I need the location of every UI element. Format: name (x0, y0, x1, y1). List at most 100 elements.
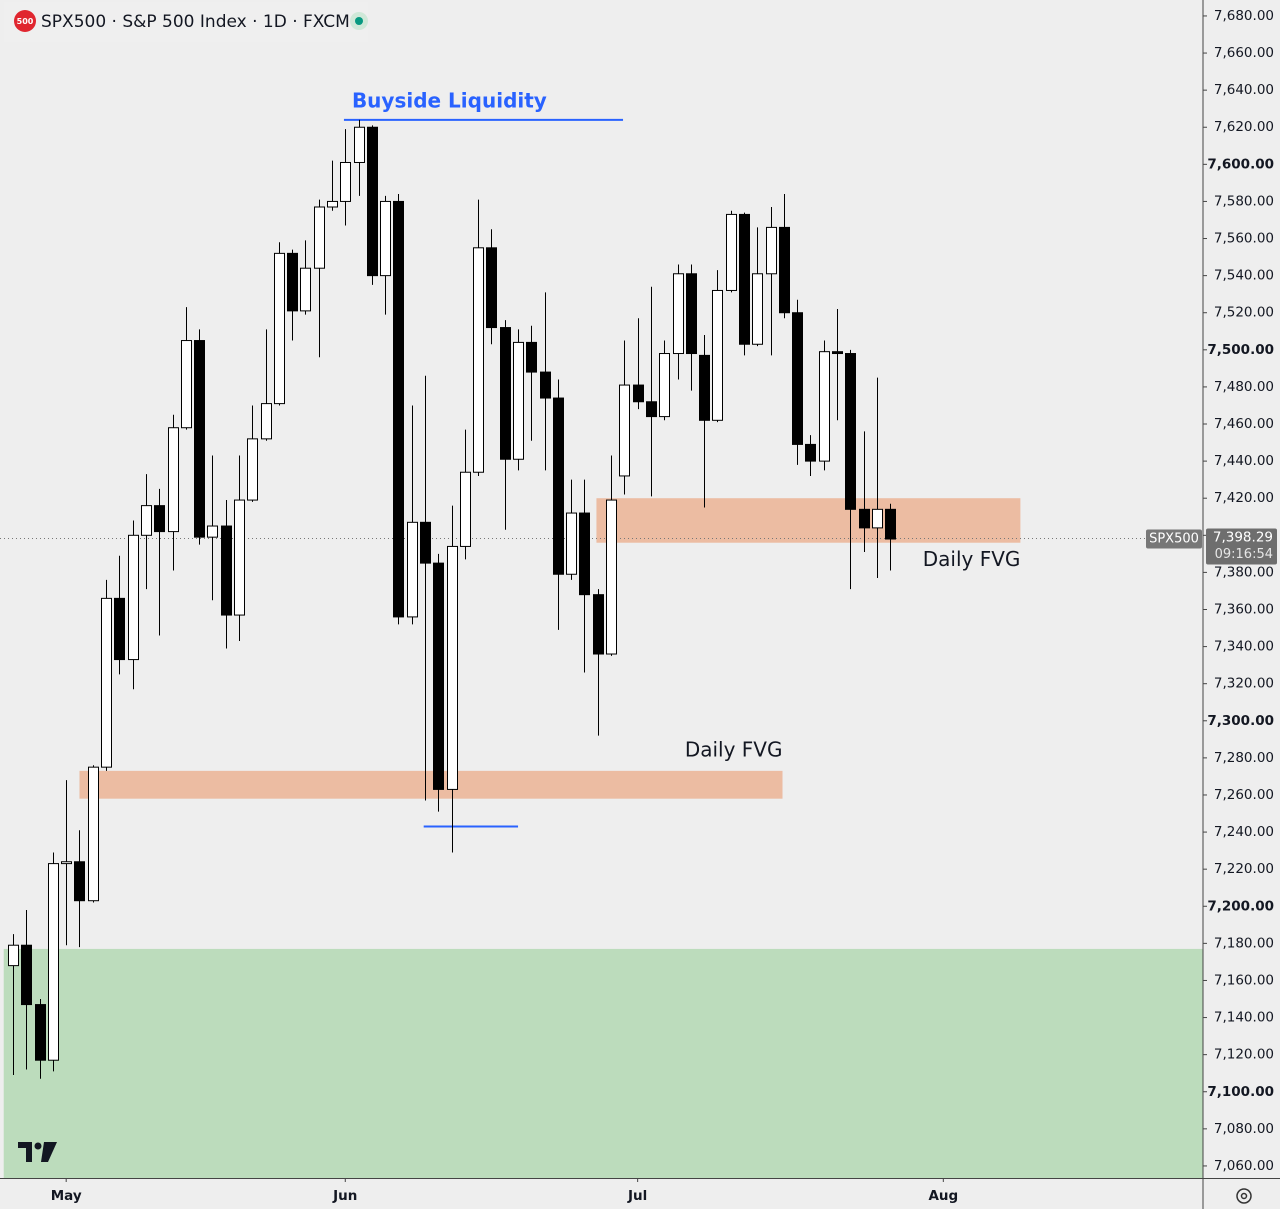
y-tick-label: 7,420.00 (1214, 490, 1274, 506)
status-dot (355, 17, 363, 25)
y-tick-label: 7,320.00 (1214, 676, 1274, 692)
candle-body (8, 944, 19, 967)
candle-body (380, 200, 391, 277)
y-tick-label: 7,340.00 (1214, 639, 1274, 655)
candle-body (885, 508, 896, 540)
candle-body (314, 206, 325, 269)
candle-body (500, 327, 511, 460)
candle-body (659, 353, 670, 418)
candle-body (433, 562, 444, 790)
zone-label: Daily FVG (923, 547, 1021, 571)
candle-body (181, 340, 192, 429)
candle-body (673, 273, 684, 355)
y-tick-label: 7,560.00 (1214, 231, 1274, 247)
symbol-badge (14, 10, 36, 32)
candle-body (367, 126, 378, 277)
header-bg (4, 2, 368, 42)
candle-body (194, 340, 205, 538)
axes: 7,680.00 7,660.00 7,640.00 7,620.00 7,600.00… (51, 8, 1277, 1204)
y-tick-label: 7,460.00 (1214, 416, 1274, 432)
logo-part (18, 1142, 32, 1162)
y-tick-label: 7,520.00 (1214, 305, 1274, 321)
candle-body (247, 438, 258, 501)
y-tick-label: 7,120.00 (1214, 1047, 1274, 1063)
candle-body (845, 353, 856, 510)
candle-body (805, 443, 816, 462)
candle-body (832, 351, 843, 355)
y-tick-label: 7,380.00 (1214, 564, 1274, 580)
y-tick-label: 7,540.00 (1214, 268, 1274, 284)
zone (3, 948, 1203, 1178)
y-tick-label: 7,100.00 (1207, 1084, 1274, 1100)
candle-body (766, 226, 777, 275)
candle-body (407, 521, 418, 618)
candle-body (486, 247, 497, 329)
y-tick-label: 7,580.00 (1214, 193, 1274, 209)
candle-body (540, 371, 551, 399)
candle-body (460, 471, 471, 547)
candle-body (593, 594, 604, 655)
y-tick-label: 7,200.00 (1207, 898, 1274, 914)
gear-hub[interactable] (1240, 1192, 1248, 1200)
y-tick-label: 7,620.00 (1214, 119, 1274, 135)
candle-body (739, 213, 750, 345)
candle-body (619, 384, 630, 477)
y-tick-label: 7,480.00 (1214, 379, 1274, 395)
candle-body (792, 312, 803, 445)
x-tick-label: May (51, 1188, 82, 1204)
y-tick-label: 7,160.00 (1214, 972, 1274, 988)
x-tick-label: Jun (332, 1188, 357, 1204)
candle-body (526, 341, 537, 373)
y-tick-label: 7,280.00 (1214, 750, 1274, 766)
symbol-tag-label: SPX500 (1149, 531, 1199, 546)
y-tick-label: 7,440.00 (1214, 453, 1274, 469)
price-axis (1203, 0, 1280, 1209)
candle-body (287, 252, 298, 312)
candle-body (579, 512, 590, 596)
y-tick-label: 7,080.00 (1214, 1121, 1274, 1137)
level-label: Buyside Liquidity (352, 88, 547, 112)
candle-body (101, 597, 112, 768)
settings-icon[interactable] (1236, 1188, 1252, 1204)
zone-label: Daily FVG (685, 737, 783, 761)
candle-body (420, 521, 431, 564)
candle-body (88, 766, 99, 902)
logo-part (34, 1142, 42, 1150)
y-tick-label: 7,060.00 (1214, 1158, 1274, 1174)
candle-body (699, 354, 710, 421)
y-tick-label: 7,180.00 (1214, 935, 1274, 951)
candle-body (779, 226, 790, 314)
candle-body (168, 427, 179, 533)
candle-body (393, 200, 404, 618)
candle-body (513, 341, 524, 460)
candle-body (327, 200, 338, 208)
candle-body (726, 213, 737, 291)
y-tick-label: 7,220.00 (1214, 861, 1274, 877)
candle-body (274, 252, 285, 405)
x-tick-label: Jul (627, 1188, 647, 1204)
plot-area: Daily FVG Daily FVG Buyside Liquidity (0, 88, 1203, 1178)
candle-body (61, 861, 72, 865)
y-tick-label: 7,660.00 (1214, 45, 1274, 61)
candle-body (686, 273, 697, 355)
badge-text: 500 (17, 17, 34, 26)
candle-body (21, 944, 32, 1006)
candle-body (872, 508, 883, 529)
candle-body (340, 161, 351, 202)
candle-body (566, 512, 577, 575)
candle-body (354, 126, 365, 163)
candle-body (141, 505, 152, 536)
y-tick-label: 7,360.00 (1214, 601, 1274, 617)
candle-body (712, 289, 723, 421)
gear[interactable] (1236, 1188, 1252, 1204)
y-tick-label: 7,260.00 (1214, 787, 1274, 803)
candle-body (633, 384, 644, 403)
tv-logo (18, 1142, 57, 1162)
candle-body (48, 863, 59, 1061)
chart-title: SPX500 · S&P 500 Index · 1D · FXCM (41, 12, 350, 32)
candle-body (606, 499, 617, 655)
candle-body (261, 403, 272, 440)
x-tick-label: Aug (928, 1188, 958, 1204)
candle-body (207, 525, 218, 538)
